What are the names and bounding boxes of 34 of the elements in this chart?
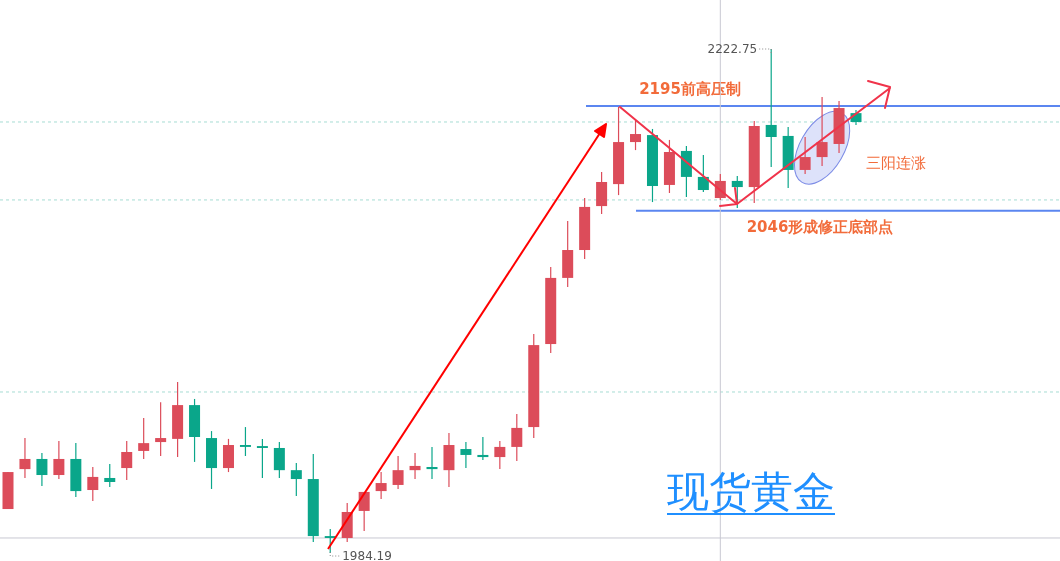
candlestick (104, 463, 116, 488)
candlestick (222, 438, 234, 473)
candlestick (36, 452, 48, 487)
annotation: 1984.19 (342, 549, 392, 561)
candlestick (324, 528, 336, 554)
candlestick (816, 96, 828, 167)
candlestick (460, 441, 472, 469)
candlestick (19, 437, 31, 479)
ref-line-label: 2046形成修正底部点 (746, 217, 894, 236)
candlestick (799, 136, 811, 175)
candlestick (375, 471, 387, 500)
candlestick (765, 48, 777, 168)
candlestick (273, 441, 285, 479)
candlestick (494, 440, 506, 470)
candlestick (392, 455, 404, 490)
annotation: 2222.75 (707, 42, 758, 56)
text: 现货黄金 (667, 467, 835, 516)
candlestick (409, 452, 421, 480)
candlestick (239, 426, 251, 457)
ref-line-label: 2195前高压制 (639, 79, 741, 98)
candlestick (477, 436, 489, 461)
candlestick (630, 119, 642, 151)
candlestick (290, 462, 302, 497)
candlestick (697, 154, 709, 193)
candlestick (426, 446, 438, 480)
text: 三阳连涨 (866, 154, 926, 172)
candlestick (87, 466, 99, 502)
candlestick (138, 417, 150, 460)
candlestick (155, 401, 167, 457)
candlestick (511, 413, 523, 462)
candlestick (731, 175, 743, 209)
candlestick (53, 440, 65, 480)
candlestick (256, 438, 268, 479)
candlestick (121, 440, 133, 481)
